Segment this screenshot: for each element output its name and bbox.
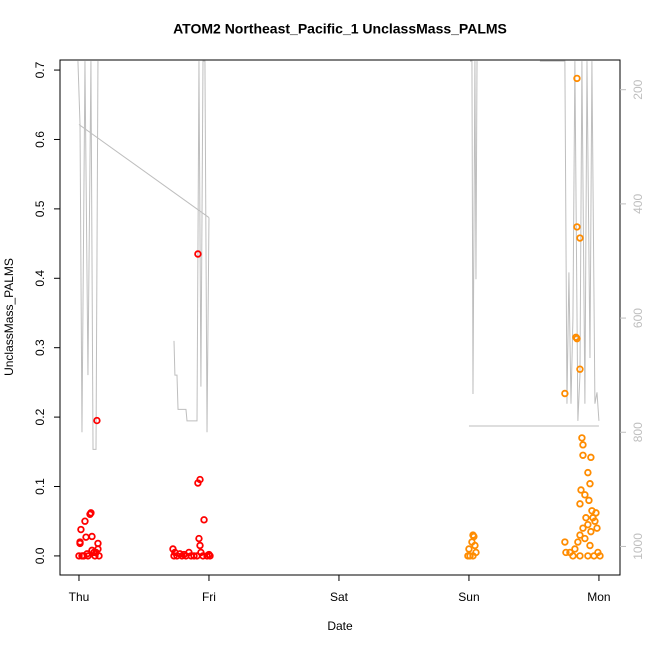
point [88, 532, 96, 541]
point [581, 491, 589, 499]
point [571, 545, 579, 553]
point [94, 545, 102, 553]
y-tick-label: 0.1 [33, 478, 47, 495]
x-tick-label: Mon [587, 590, 610, 604]
point [573, 334, 581, 343]
point [200, 516, 208, 524]
point [561, 538, 569, 546]
point [561, 389, 569, 398]
x-tick-label: Sat [330, 590, 349, 604]
point [194, 250, 202, 258]
point [576, 365, 584, 373]
point [195, 534, 203, 543]
point [578, 434, 586, 442]
point [569, 552, 577, 560]
point [587, 527, 595, 536]
point [82, 533, 90, 541]
point [91, 552, 99, 560]
point [190, 552, 198, 560]
point [576, 234, 584, 242]
pressure-line [77, 60, 600, 450]
point [466, 552, 474, 560]
point [465, 545, 473, 553]
y-tick-label: 0.6 [33, 131, 47, 148]
point [586, 480, 594, 488]
point [76, 539, 84, 548]
point [579, 441, 587, 449]
x-axis-label: Date [327, 619, 353, 633]
point [581, 534, 589, 543]
point [88, 546, 96, 555]
point [562, 548, 570, 557]
point [590, 552, 598, 560]
y-tick-label: 0.7 [33, 61, 47, 78]
point [584, 468, 592, 477]
y-axis-label: UnclassMass_PALMS [2, 258, 16, 376]
point [81, 517, 89, 525]
point [470, 532, 478, 541]
x-tick-label: Fri [202, 590, 216, 604]
point [87, 509, 95, 517]
point [469, 552, 477, 560]
point [586, 541, 594, 550]
point [593, 524, 601, 532]
point [596, 552, 604, 560]
chart-title: ATOM2 Northeast_Pacific_1 UnclassMass_PA… [173, 21, 507, 37]
point [196, 475, 204, 484]
point [206, 552, 214, 560]
point [585, 496, 593, 505]
plot-box [59, 59, 621, 576]
point [576, 531, 584, 539]
y-tick-label: 0.5 [33, 200, 47, 217]
point [576, 500, 584, 508]
point [93, 416, 101, 425]
y2-tick-label: 800 [631, 422, 645, 442]
point [196, 541, 204, 550]
point [83, 550, 91, 558]
x-tick-label: Sun [458, 590, 479, 604]
x-tick-label: Thu [69, 590, 90, 604]
point [582, 514, 590, 522]
y2-tick-label: 1000 [631, 533, 645, 560]
point [591, 517, 599, 525]
point [170, 552, 178, 560]
point [574, 538, 582, 546]
plot-area [75, 60, 604, 560]
point [584, 520, 592, 529]
point [471, 541, 479, 550]
point [77, 525, 85, 534]
point [584, 552, 592, 560]
y-tick-label: 0.3 [33, 339, 47, 356]
point [587, 453, 595, 462]
point [579, 524, 587, 532]
point [577, 486, 585, 494]
point [95, 552, 103, 560]
point [573, 223, 581, 231]
point [576, 552, 584, 560]
point [573, 74, 581, 83]
y2-tick-label: 200 [631, 79, 645, 99]
y-tick-label: 0.2 [33, 408, 47, 425]
y-tick-label: 0.4 [33, 270, 47, 287]
point [579, 451, 587, 459]
y2-tick-label: 600 [631, 308, 645, 328]
y-tick-label: 0.0 [33, 547, 47, 564]
y2-tick-label: 400 [631, 194, 645, 214]
